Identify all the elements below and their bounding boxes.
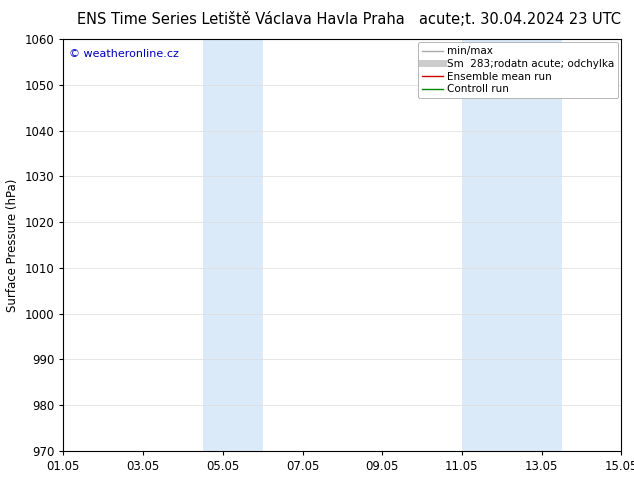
- Bar: [203, 39, 262, 451]
- Text: © weatheronline.cz: © weatheronline.cz: [69, 49, 179, 59]
- Text: ENS Time Series Letiště Václava Havla Praha: ENS Time Series Letiště Václava Havla Pr…: [77, 12, 404, 27]
- Y-axis label: Surface Pressure (hPa): Surface Pressure (hPa): [6, 178, 19, 312]
- Text: acute;t. 30.04.2024 23 UTC: acute;t. 30.04.2024 23 UTC: [419, 12, 621, 27]
- Bar: [462, 39, 562, 451]
- Legend: min/max, Sm  283;rodatn acute; odchylka, Ensemble mean run, Controll run: min/max, Sm 283;rodatn acute; odchylka, …: [418, 42, 618, 98]
